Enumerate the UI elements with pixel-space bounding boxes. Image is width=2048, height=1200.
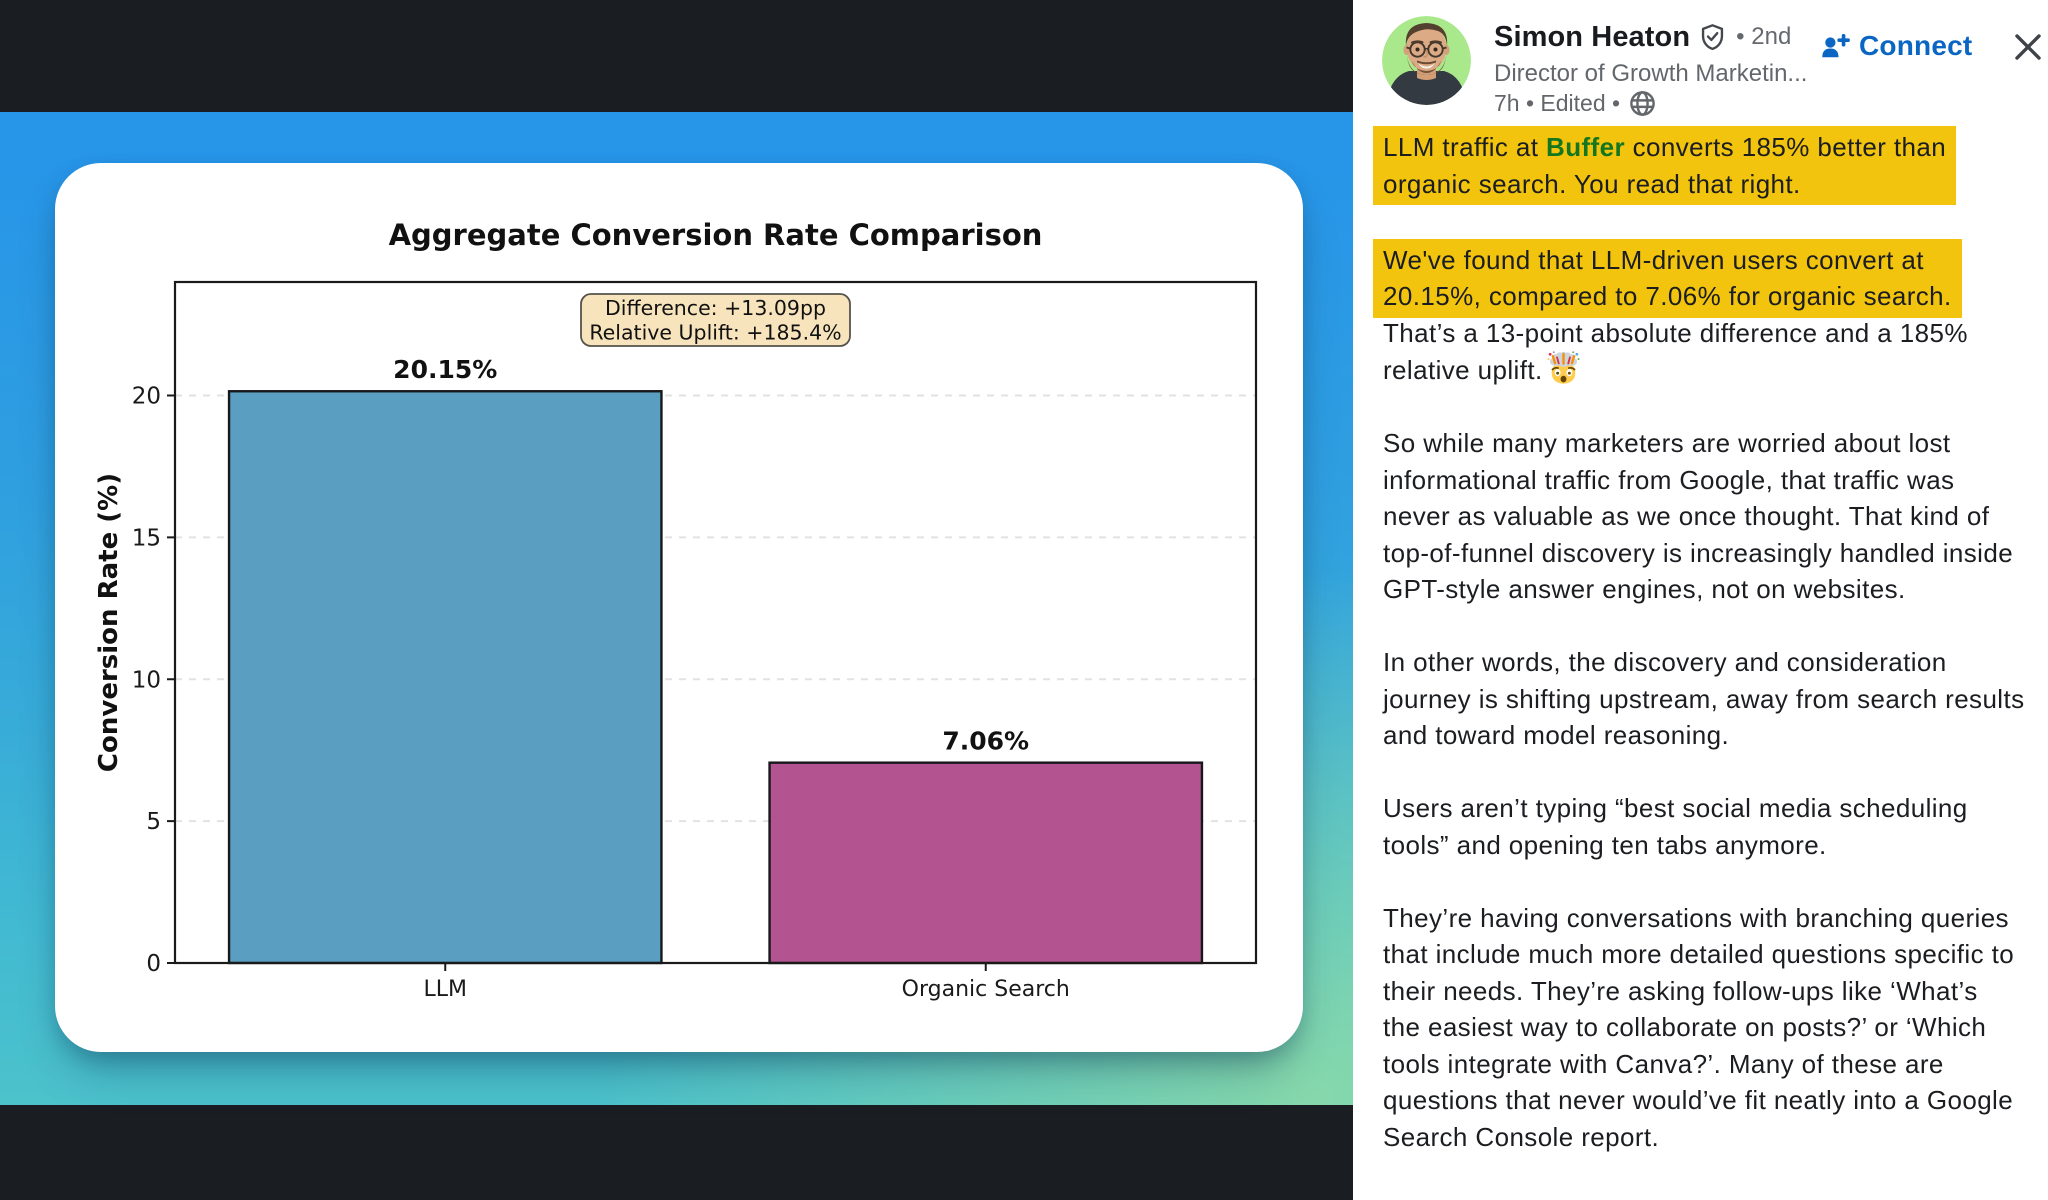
person-add-icon [1822, 34, 1850, 58]
axes-spines [173, 280, 1258, 965]
connect-button[interactable]: Connect [1821, 30, 1972, 62]
bar-value-label: 7.06% [942, 727, 1029, 756]
y-axis-label: Conversion Rate (%) [94, 473, 124, 772]
post-detail-panel: Simon Heaton • 2nd Director of Growth Ma… [1353, 0, 2048, 1200]
chart-title: Aggregate Conversion Rate Comparison [389, 218, 1043, 252]
exploding-head-emoji [1547, 351, 1580, 384]
highlighted-text: We've found that LLM-driven users conver… [1373, 238, 1962, 318]
bar-value-label: 20.15% [393, 355, 497, 384]
post-image-gradient[interactable]: 20.15% LLM 7.06% Organic Search 0 5 10 15 20 Aggr… [0, 112, 1353, 1105]
y-tick-label: 5 [146, 809, 161, 835]
y-tick-label: 15 [132, 525, 161, 551]
post-paragraph: LLM traffic at Buffer converts 185% bett… [1373, 126, 2031, 205]
y-tick-label: 20 [132, 384, 161, 410]
close-icon[interactable] [2011, 30, 2045, 64]
globe-icon [1630, 91, 1655, 116]
post-text-segment: converts 185% better than organic search… [1383, 132, 1947, 199]
author-headline: Director of Growth Marketin... [1494, 60, 1808, 87]
post-paragraph: In other words, the discovery and consid… [1383, 647, 2025, 750]
bar-Organic Search [768, 761, 1204, 965]
annotation-line: Relative Uplift: +185.4% [589, 321, 841, 345]
author-name[interactable]: Simon Heaton [1494, 20, 1691, 53]
x-tick-label: LLM [424, 977, 468, 1002]
post-paragraph: Users aren’t typing “best social media s… [1383, 793, 1968, 860]
post-text-segment: That’s a 13-point absolute difference an… [1383, 317, 1968, 386]
x-tick-label: Organic Search [902, 977, 1070, 1002]
highlighted-text: LLM traffic at Buffer converts 185% bett… [1373, 126, 1957, 205]
author-row: Simon Heaton • 2nd [1494, 18, 1791, 56]
post-body: LLM traffic at Buffer converts 185% bett… [1373, 126, 2031, 1192]
post-meta-text: 7h • Edited • [1494, 90, 1621, 116]
buffer-link[interactable]: Buffer [1546, 132, 1625, 162]
avatar[interactable] [1382, 16, 1471, 105]
chart-card: 20.15% LLM 7.06% Organic Search 0 5 10 15 20 Aggr… [55, 163, 1303, 1052]
post-meta: 7h • Edited • [1494, 89, 1657, 118]
verified-badge-icon [1702, 24, 1724, 51]
connection-degree: • 2nd [1736, 23, 1792, 50]
y-tick-label: 0 [146, 951, 161, 977]
post-paragraph: They’re having conversations with branch… [1383, 902, 2015, 1152]
connect-label: Connect [1859, 30, 1973, 61]
bar-chart: 20.15% LLM 7.06% Organic Search 0 5 10 15 20 Aggr… [94, 218, 1258, 1002]
post-text-segment: LLM traffic at [1383, 132, 1547, 162]
post-paragraph-continuation: That’s a 13-point absolute difference an… [1383, 318, 1968, 386]
media-viewer: 20.15% LLM 7.06% Organic Search 0 5 10 15 20 Aggr… [0, 0, 1353, 1200]
post-paragraph: We've found that LLM-driven users conver… [1373, 238, 2031, 389]
annotation-box [580, 293, 851, 347]
annotation-line: Difference: +13.09pp [605, 296, 826, 320]
y-tick-label: 10 [132, 667, 161, 693]
post-paragraph: So while many marketers are worried abou… [1383, 428, 2014, 604]
bar-LLM [227, 390, 663, 965]
